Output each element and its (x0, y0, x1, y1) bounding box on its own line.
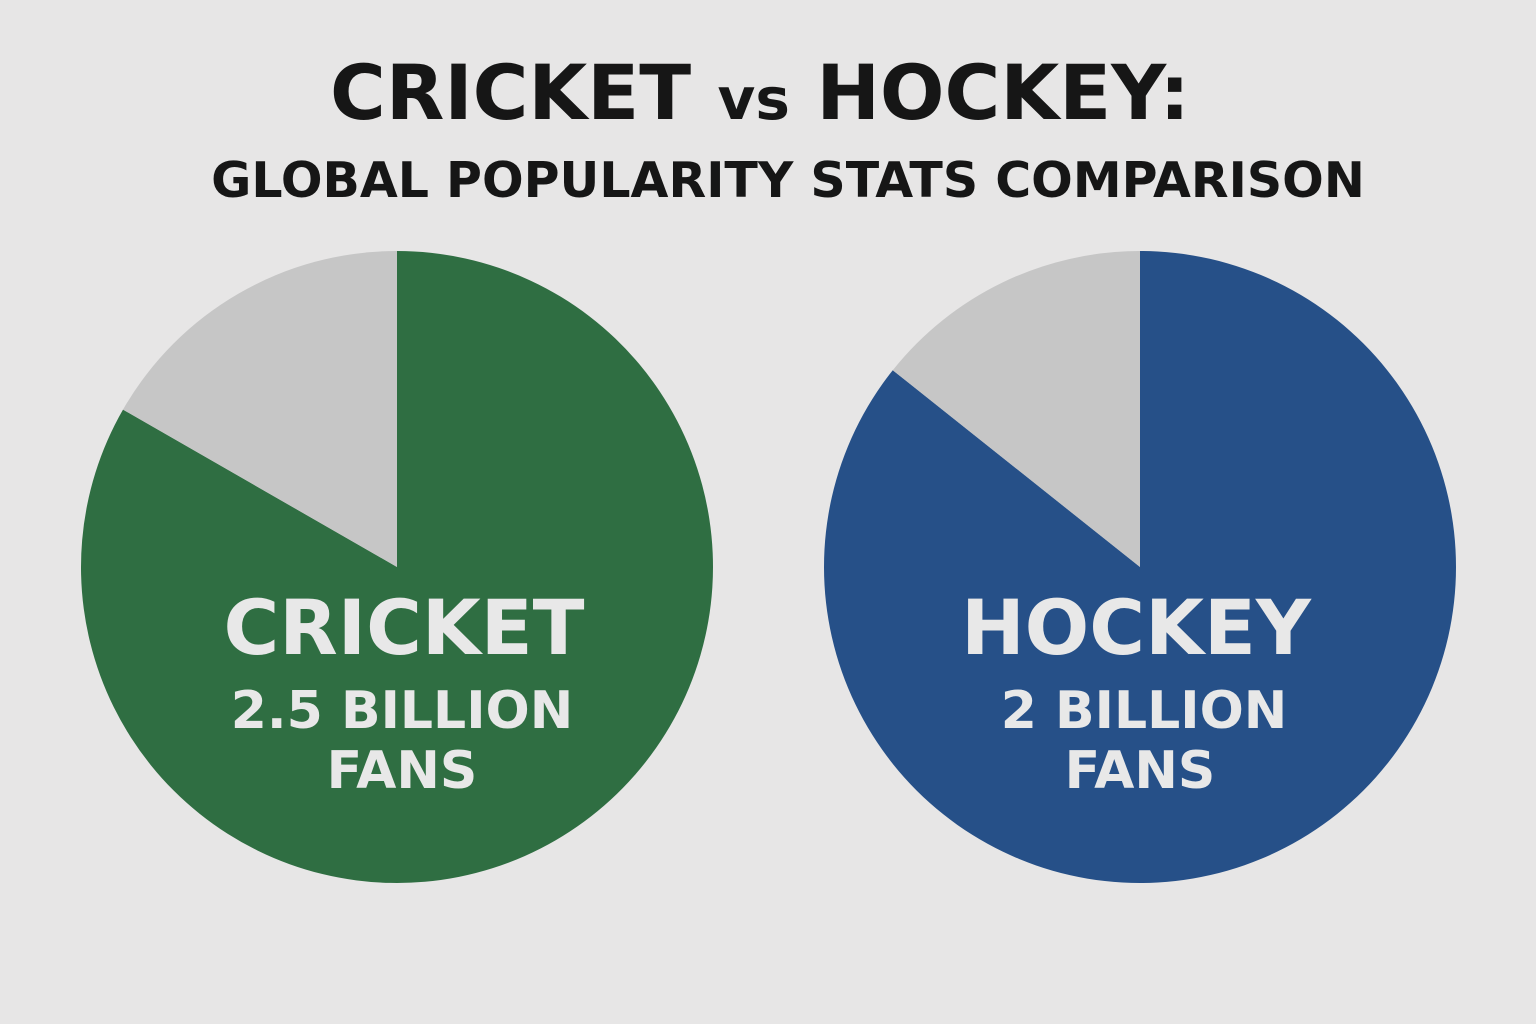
hockey-other-slice (892, 251, 1140, 567)
title-vs: vs (717, 65, 790, 133)
chart-title: CRICKET vs HOCKEY: (0, 48, 1520, 144)
hockey-label: HOCKEY (961, 583, 1312, 672)
cricket-pie: CRICKET 2.5 BILLION FANS (81, 251, 714, 884)
title-cricket: CRICKET (330, 48, 692, 137)
cricket-other-slice (123, 251, 397, 567)
hockey-pie: HOCKEY 2 BILLION FANS (824, 251, 1456, 884)
title-hockey: HOCKEY: (816, 48, 1190, 137)
hockey-value-line1: 2 BILLION (1001, 681, 1288, 741)
cricket-value-line1: 2.5 BILLION (231, 681, 574, 741)
cricket-value-line2: FANS (327, 741, 478, 801)
cricket-label: CRICKET (224, 583, 585, 672)
chart-subtitle: GLOBAL POPULARITY STATS COMPARISON (211, 152, 1365, 209)
hockey-value-line2: FANS (1065, 741, 1216, 801)
